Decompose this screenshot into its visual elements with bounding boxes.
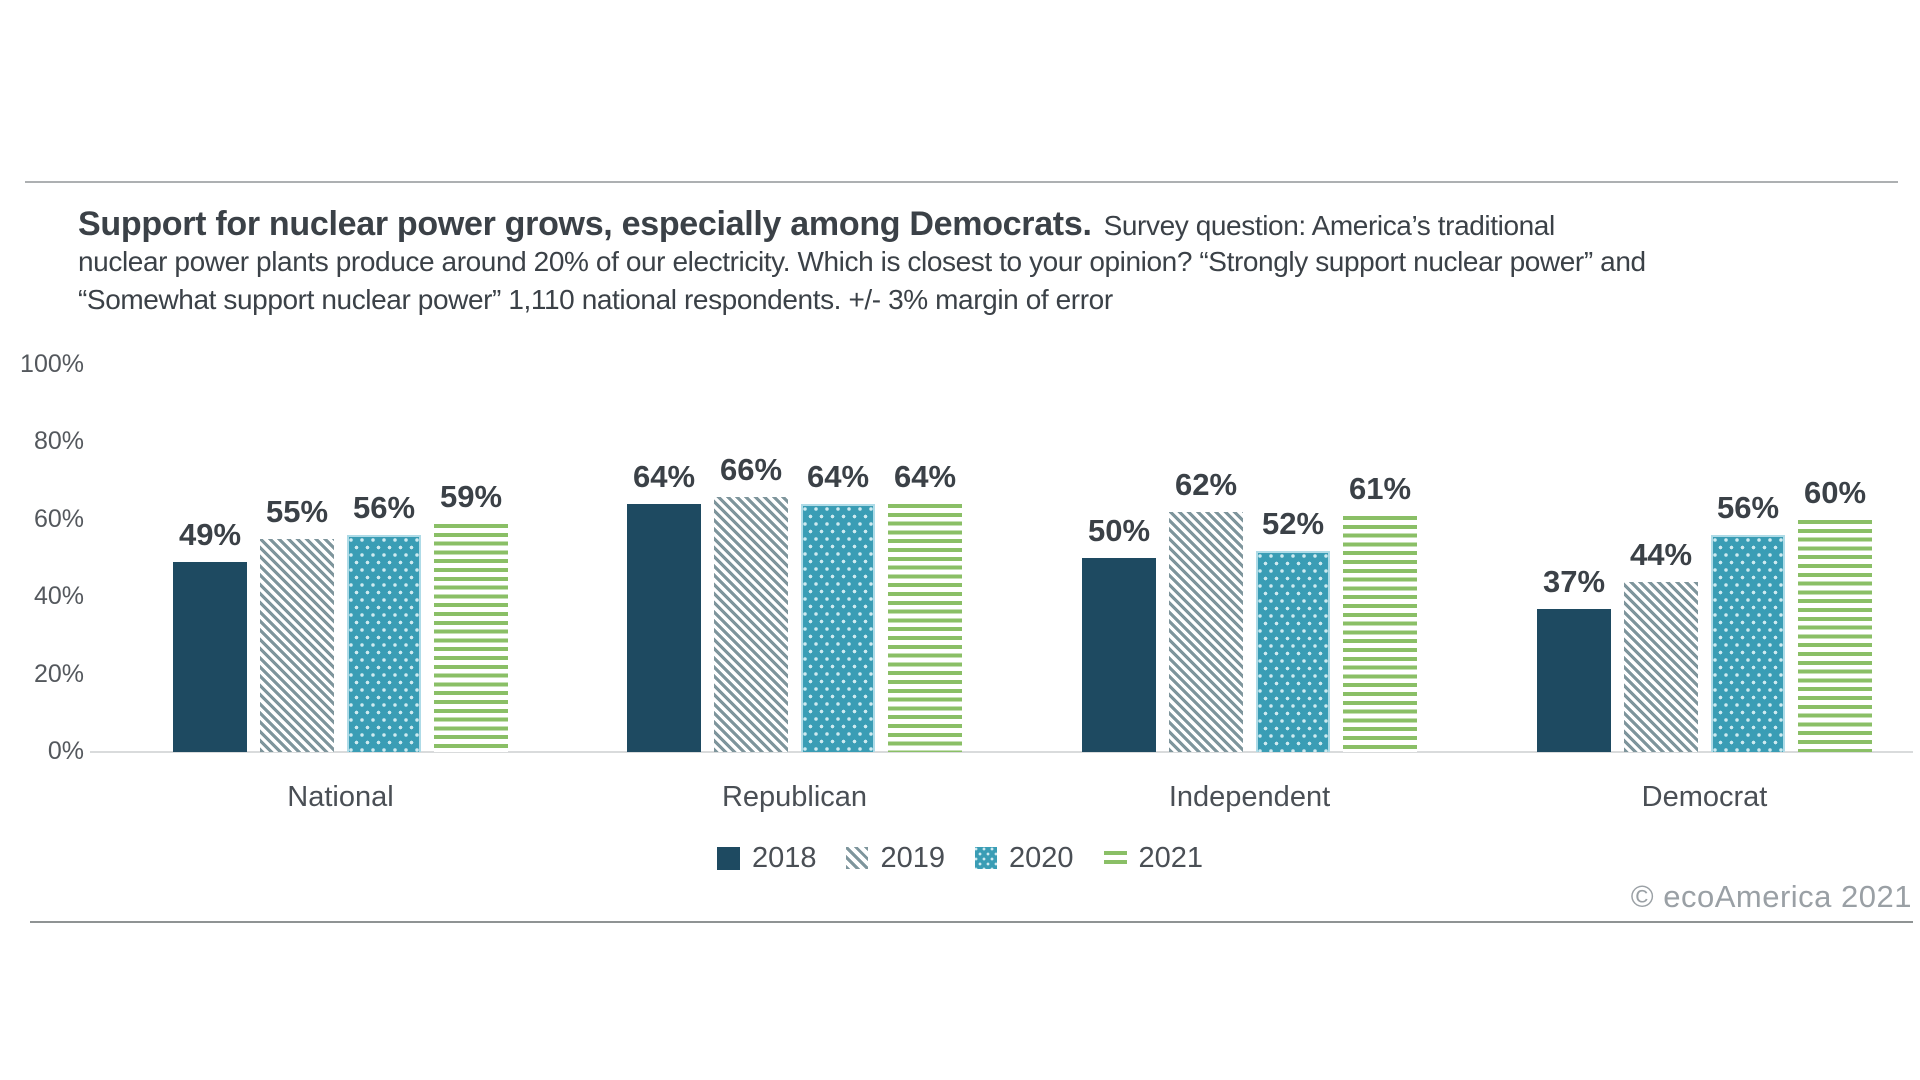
bar-2019-republican xyxy=(714,497,788,752)
bar-2021-republican xyxy=(888,504,962,752)
legend-item-2021: 2021 xyxy=(1103,841,1204,875)
value-label-2019-republican: 66% xyxy=(719,452,783,487)
bar-2019-democrat xyxy=(1624,582,1698,752)
legend-swatch-2020-icon xyxy=(975,847,997,869)
category-label-national: National xyxy=(287,781,394,813)
value-label-2021-independent: 61% xyxy=(1348,471,1412,506)
value-label-2020-democrat: 56% xyxy=(1716,490,1780,525)
bar-2018-independent xyxy=(1082,558,1156,752)
value-label-2019-independent: 62% xyxy=(1174,467,1238,502)
value-label-2018-republican: 64% xyxy=(632,459,696,494)
value-label-2020-republican: 64% xyxy=(806,459,870,494)
survey-question-part-1: Survey question: America’s traditional xyxy=(1103,210,1556,241)
legend-label-2019: 2019 xyxy=(880,841,945,874)
legend-item-2019: 2019 xyxy=(846,842,945,875)
bar-2021-democrat xyxy=(1798,520,1872,752)
value-label-2018-national: 49% xyxy=(178,517,242,552)
legend-item-2018: 2018 xyxy=(716,841,817,875)
y-tick-0: 0% xyxy=(47,737,84,765)
top-divider xyxy=(25,181,1898,183)
value-label-2019-democrat: 44% xyxy=(1629,537,1693,572)
category-label-independent: Independent xyxy=(1168,781,1331,813)
y-tick-20: 20% xyxy=(33,659,84,688)
legend-swatch-2018-icon xyxy=(716,846,740,870)
value-label-2020-independent: 52% xyxy=(1261,506,1325,541)
legend-swatch-2021-icon xyxy=(1103,851,1127,865)
y-tick-60: 60% xyxy=(33,504,84,533)
legend-swatch-2019-icon xyxy=(846,847,869,869)
chart-title: Support for nuclear power grows, especia… xyxy=(78,205,1092,243)
bar-2018-republican xyxy=(627,504,701,752)
bar-2021-independent xyxy=(1343,516,1417,752)
legend-label-2018: 2018 xyxy=(751,841,817,874)
chart-legend: 2018 2019 2020 2021 xyxy=(0,842,1920,874)
x-axis-line xyxy=(90,751,1913,753)
bar-2018-democrat xyxy=(1537,609,1611,752)
bottom-divider xyxy=(30,921,1913,923)
category-label-republican: Republican xyxy=(721,781,868,813)
value-label-2021-republican: 64% xyxy=(893,459,957,494)
bar-2019-independent xyxy=(1169,512,1243,752)
y-tick-100: 100% xyxy=(20,350,84,378)
value-label-2021-national: 59% xyxy=(439,479,503,514)
y-tick-80: 80% xyxy=(33,427,84,456)
legend-label-2020: 2020 xyxy=(1009,841,1074,874)
legend-item-2020: 2020 xyxy=(975,842,1074,875)
bar-2021-national xyxy=(434,524,508,752)
copyright-credit: © ecoAmerica 2021 xyxy=(1630,879,1912,914)
value-label-2020-national: 56% xyxy=(352,490,416,525)
bar-2019-national xyxy=(260,539,334,752)
survey-question-part-2: nuclear power plants produce around 20% … xyxy=(78,246,1646,277)
bar-2020-national xyxy=(347,535,421,752)
value-label-2018-independent: 50% xyxy=(1087,513,1151,548)
bar-2020-independent xyxy=(1256,551,1330,752)
survey-question-part-3: “Somewhat support nuclear power” 1,110 n… xyxy=(78,284,1113,315)
chart-heading: Support for nuclear power grows, especia… xyxy=(78,205,1646,319)
y-tick-40: 40% xyxy=(33,582,84,611)
value-label-2018-democrat: 37% xyxy=(1542,564,1606,599)
bar-2020-democrat xyxy=(1711,535,1785,752)
category-label-democrat: Democrat xyxy=(1641,781,1768,813)
heading-line-1: Support for nuclear power grows, especia… xyxy=(78,205,1646,243)
value-label-2021-democrat: 60% xyxy=(1803,475,1867,510)
legend-label-2021: 2021 xyxy=(1138,841,1204,874)
bar-2018-national xyxy=(173,562,247,752)
value-label-2019-national: 55% xyxy=(265,494,329,529)
bar-2020-republican xyxy=(801,504,875,752)
